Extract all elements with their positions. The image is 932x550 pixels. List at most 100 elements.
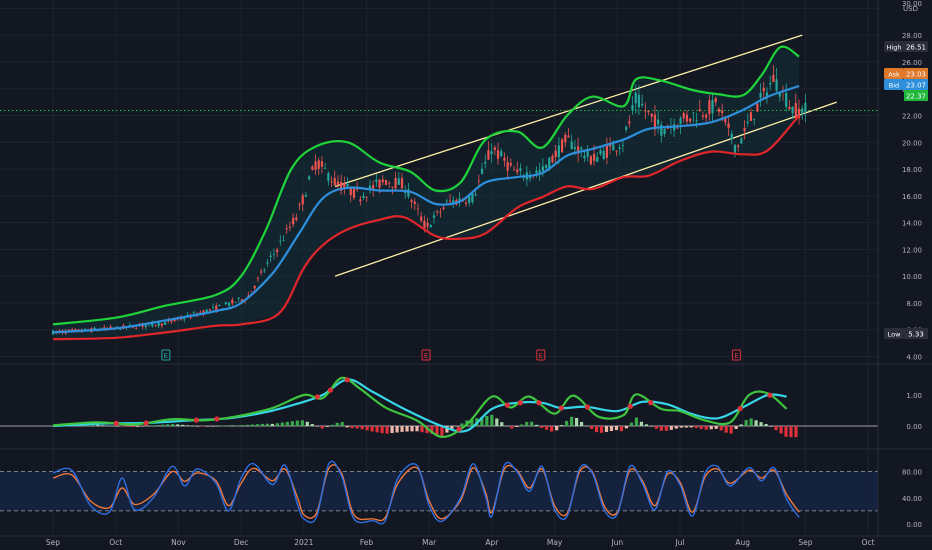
macd-histogram-bar (205, 426, 210, 427)
macd-histogram-bar (724, 426, 728, 433)
candle-body (199, 312, 202, 314)
macd-histogram-bar (136, 426, 140, 427)
macd-histogram-bar (579, 421, 584, 426)
stoch-k-line (52, 460, 800, 525)
event-marker-glyph: E (164, 352, 168, 360)
earnings-event-marker[interactable]: E (536, 349, 546, 361)
macd-histogram-bar (156, 425, 160, 426)
macd-histogram-bar (375, 426, 379, 433)
candle-body (388, 182, 391, 184)
ask-price-tag-value-box (904, 68, 928, 79)
candle-body (730, 133, 733, 140)
candle-body (484, 161, 487, 164)
pane-separators[interactable] (0, 0, 932, 537)
time-axis[interactable]: Sep Oct Nov Dec 2021 Feb Mar Apr May Jun Jul Aug Sep… (46, 538, 875, 547)
macd-cross-marker (143, 420, 149, 426)
candle-body (749, 112, 753, 121)
macd-histogram-bar (629, 422, 634, 426)
macd-histogram-bar (146, 425, 150, 427)
macd-cross-marker (627, 403, 633, 409)
macd-line (52, 376, 788, 439)
macd-histogram-bar (495, 418, 499, 426)
candle-body (365, 197, 368, 198)
macd-histogram-bar (560, 425, 564, 426)
macd-histogram-bar (609, 426, 614, 432)
candle-body (74, 329, 77, 330)
earnings-event-marker[interactable]: E (731, 349, 741, 361)
macd-histogram-bar (540, 426, 544, 428)
last-price-tag-value: 22.37 (906, 93, 926, 101)
candle-body (285, 228, 288, 230)
candle-body (272, 253, 276, 255)
candle-body (211, 306, 215, 308)
macd-histogram-bar (111, 425, 115, 427)
macd-histogram-bar (335, 422, 339, 426)
candle-body (237, 297, 240, 299)
macd-histogram-bar (425, 426, 429, 434)
candle-body (554, 150, 557, 158)
price-axis[interactable]: USD30.0028.0026.0024.0022.0020.0018.0016… (902, 0, 922, 529)
candle-body (115, 326, 119, 328)
macd-histogram-bar (679, 426, 683, 428)
candle-body (474, 194, 477, 196)
macd-histogram-bar (200, 426, 205, 427)
macd-histogram-bar (684, 426, 688, 428)
macd-histogram-bar (355, 426, 359, 429)
candle-body (234, 302, 237, 303)
candle-body (625, 126, 628, 130)
macd-histogram-bar (455, 426, 459, 427)
candle-body (733, 144, 737, 153)
macd-cross-marker (344, 377, 350, 383)
low-price-tag: Low 5.33 (884, 328, 928, 339)
macd-histogram-bar (420, 426, 424, 433)
macd-histogram-bar (106, 425, 110, 427)
macd-histogram-bar (634, 417, 639, 426)
macd-histogram-bar (440, 426, 444, 436)
macd-histogram-bar (769, 426, 773, 427)
time-tick: Jul (674, 538, 684, 547)
candle-body (192, 312, 195, 314)
macd-histogram-bar (759, 422, 763, 426)
bollinger-basis-line (52, 84, 800, 334)
macd-histogram-bar (789, 426, 793, 438)
high-price-tag: High 26.51 (884, 41, 928, 52)
macd-histogram-bar (530, 421, 534, 426)
candle-body (93, 327, 96, 329)
candle-body (490, 151, 493, 155)
candle-body (458, 198, 461, 202)
macd-histogram-bar (275, 423, 279, 426)
macd-cross-marker (584, 404, 591, 410)
candle-body (218, 304, 221, 306)
macd-histogram-bar (171, 423, 175, 426)
price-pane[interactable] (0, 34, 878, 341)
low-price-tag-value: 5.33 (908, 331, 924, 339)
grid-lines (0, 0, 878, 534)
macd-histogram-bar (131, 426, 135, 428)
bid-price-tag-value: 23.07 (906, 82, 926, 90)
candle-body (381, 179, 384, 183)
macd-histogram-bar (430, 426, 434, 434)
bid-price-tag: Bid 23.07 (884, 79, 928, 90)
candle-body (663, 128, 666, 134)
stoch-tick: 0.00 (906, 521, 922, 529)
macd-histogram-bar (719, 426, 723, 431)
macd-pane[interactable] (0, 376, 878, 439)
ask-price-tag-value: 23.03 (906, 71, 926, 79)
earnings-event-marker[interactable]: E (161, 349, 171, 361)
candle-body (448, 200, 452, 202)
stoch-pane[interactable] (0, 460, 878, 525)
macd-cross-marker (113, 420, 119, 426)
macd-histogram-bar (270, 423, 275, 426)
candle-body (775, 79, 778, 91)
candle-body (801, 108, 804, 115)
candle-body (340, 181, 343, 191)
earnings-event-marker[interactable]: E (421, 349, 431, 361)
candle-body (327, 173, 330, 181)
candle-body (279, 240, 282, 242)
candle-body (692, 112, 695, 114)
macd-tick: 1.00 (906, 392, 922, 400)
candle-body (343, 183, 346, 189)
time-tick: Jun (610, 538, 623, 547)
